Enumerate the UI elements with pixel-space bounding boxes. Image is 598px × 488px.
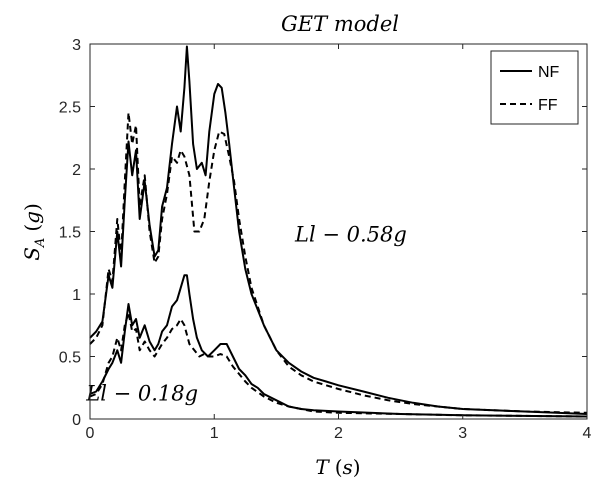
ticks-layer: 0 1 2 3 4 0 0.5 1 1.5 2 2.5 3 [59,37,592,442]
y-tick-label: 0.5 [59,350,81,367]
x-tick-label: 2 [334,425,343,442]
y-axis-label: SA(g) [20,203,48,261]
x-tick-label: 0 [86,425,95,442]
x-axis-label: T (s) [315,455,360,479]
series-nf-ll-058g [89,45,588,415]
legend-ff-label: FF [538,97,558,114]
y-tick-label: 3 [72,37,81,54]
series-nf-ll-018g [89,274,588,418]
y-tick-label: 1.5 [59,225,81,242]
x-tick-label: 1 [210,425,219,442]
chart-title: GET model [281,12,399,36]
y-tick-label: 0 [72,412,81,429]
annotation-ll-058g: Ll − 0.58g [294,223,407,247]
legend-nf-label: NF [538,64,560,81]
legend-box [490,50,579,125]
legend: NF FF [490,50,579,125]
series-ff-ll-018g [89,311,588,418]
series-ff-ll-058g [89,111,588,414]
annotation-ll-018g: Ll − 0.18g [85,381,198,405]
x-tick-label: 4 [583,425,592,442]
x-tick-label: 3 [458,425,467,442]
y-tick-label: 2 [72,162,81,179]
annotations-layer: Ll − 0.58g Ll − 0.18g [85,223,407,406]
y-tick-label: 2.5 [59,100,81,117]
y-tick-label: 1 [72,287,81,304]
series-layer [89,45,588,418]
